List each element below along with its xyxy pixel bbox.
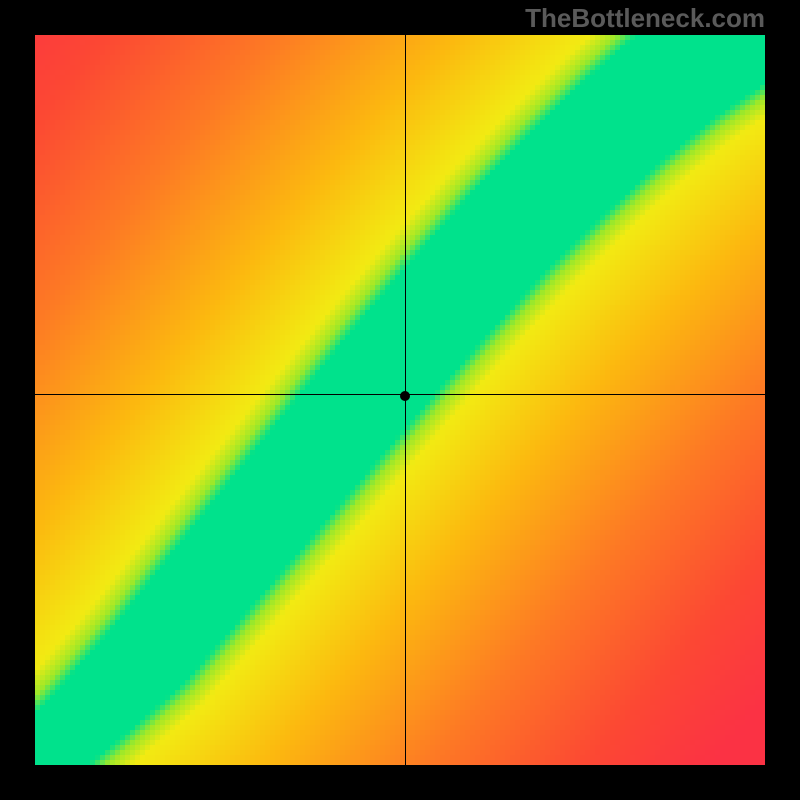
selection-marker bbox=[400, 391, 410, 401]
chart-container: TheBottleneck.com bbox=[0, 0, 800, 800]
watermark-text: TheBottleneck.com bbox=[525, 3, 765, 34]
bottleneck-heatmap bbox=[35, 35, 765, 765]
